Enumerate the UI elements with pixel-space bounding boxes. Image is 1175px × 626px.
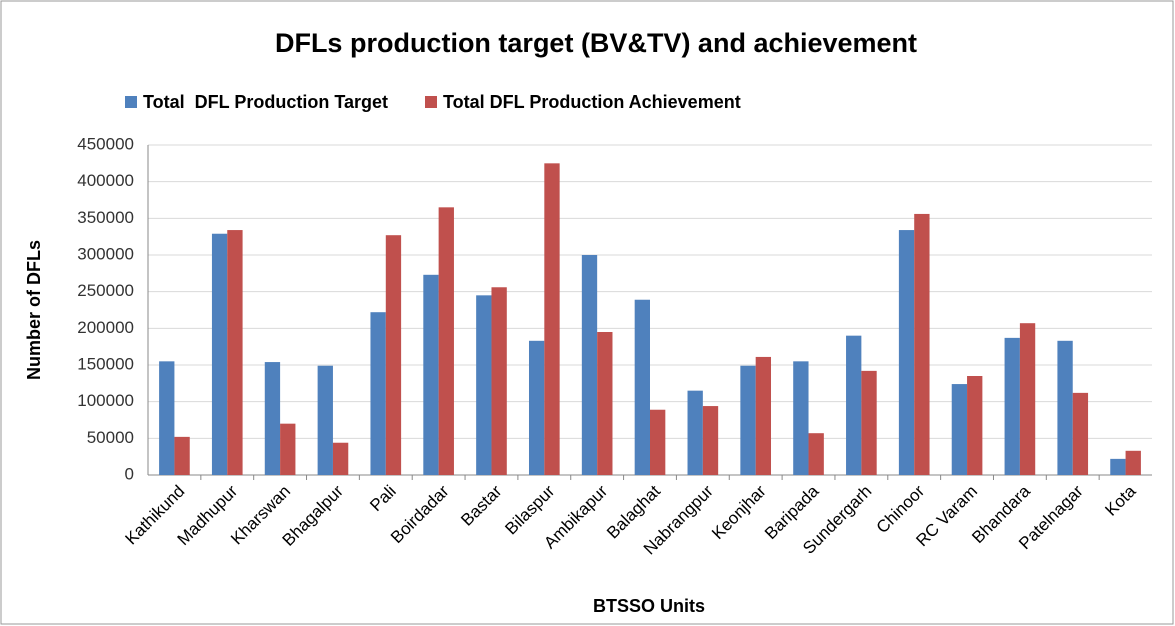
bar (687, 390, 703, 475)
legend-label: Total DFL Production Achievement (443, 92, 741, 112)
bar (914, 213, 930, 475)
legend-swatch (125, 96, 137, 108)
bar (385, 235, 402, 475)
bar (174, 436, 190, 475)
chart-title: DFLs production target (BV&TV) and achie… (275, 28, 917, 58)
bar (491, 287, 507, 475)
bar (423, 274, 439, 475)
bar (1110, 458, 1126, 475)
bar (264, 362, 281, 475)
bar (332, 442, 349, 475)
bar (740, 365, 756, 475)
bar (370, 312, 386, 475)
y-tick-label: 350000 (77, 208, 134, 227)
bar (793, 361, 809, 475)
y-tick-label: 150000 (77, 354, 134, 373)
y-tick-label: 400000 (77, 171, 134, 190)
bar (808, 433, 824, 475)
bar (634, 299, 650, 475)
bar (476, 295, 492, 475)
bar (597, 332, 613, 475)
y-tick-label: 0 (125, 464, 134, 483)
y-tick-label: 200000 (77, 318, 134, 337)
bar (967, 376, 983, 475)
bar (846, 335, 862, 475)
bar (650, 409, 666, 475)
legend-label: Total DFL Production Target (143, 92, 388, 112)
bar (227, 230, 243, 475)
y-tick-label: 250000 (77, 281, 134, 300)
y-tick-label: 100000 (77, 391, 134, 410)
bar (317, 365, 333, 475)
bar (951, 384, 968, 475)
y-tick-label: 300000 (77, 244, 134, 263)
bar (1057, 340, 1073, 475)
x-axis-title: BTSSO Units (593, 596, 705, 616)
bar (438, 207, 454, 476)
y-tick-label: 450000 (77, 134, 134, 153)
bar (898, 230, 915, 475)
y-tick-label: 50000 (87, 428, 134, 447)
y-axis-title: Number of DFLs (24, 240, 44, 380)
bar (544, 163, 560, 476)
bar (581, 255, 598, 475)
bar (528, 340, 545, 475)
bar (1019, 323, 1036, 475)
bar (755, 356, 772, 475)
bar (861, 370, 877, 475)
bar (1072, 392, 1089, 475)
bar (1004, 337, 1020, 475)
bar (1125, 450, 1141, 475)
legend-swatch (425, 96, 437, 108)
bar (211, 233, 228, 475)
bar (702, 406, 719, 475)
bar (280, 423, 296, 475)
bar (159, 361, 175, 475)
